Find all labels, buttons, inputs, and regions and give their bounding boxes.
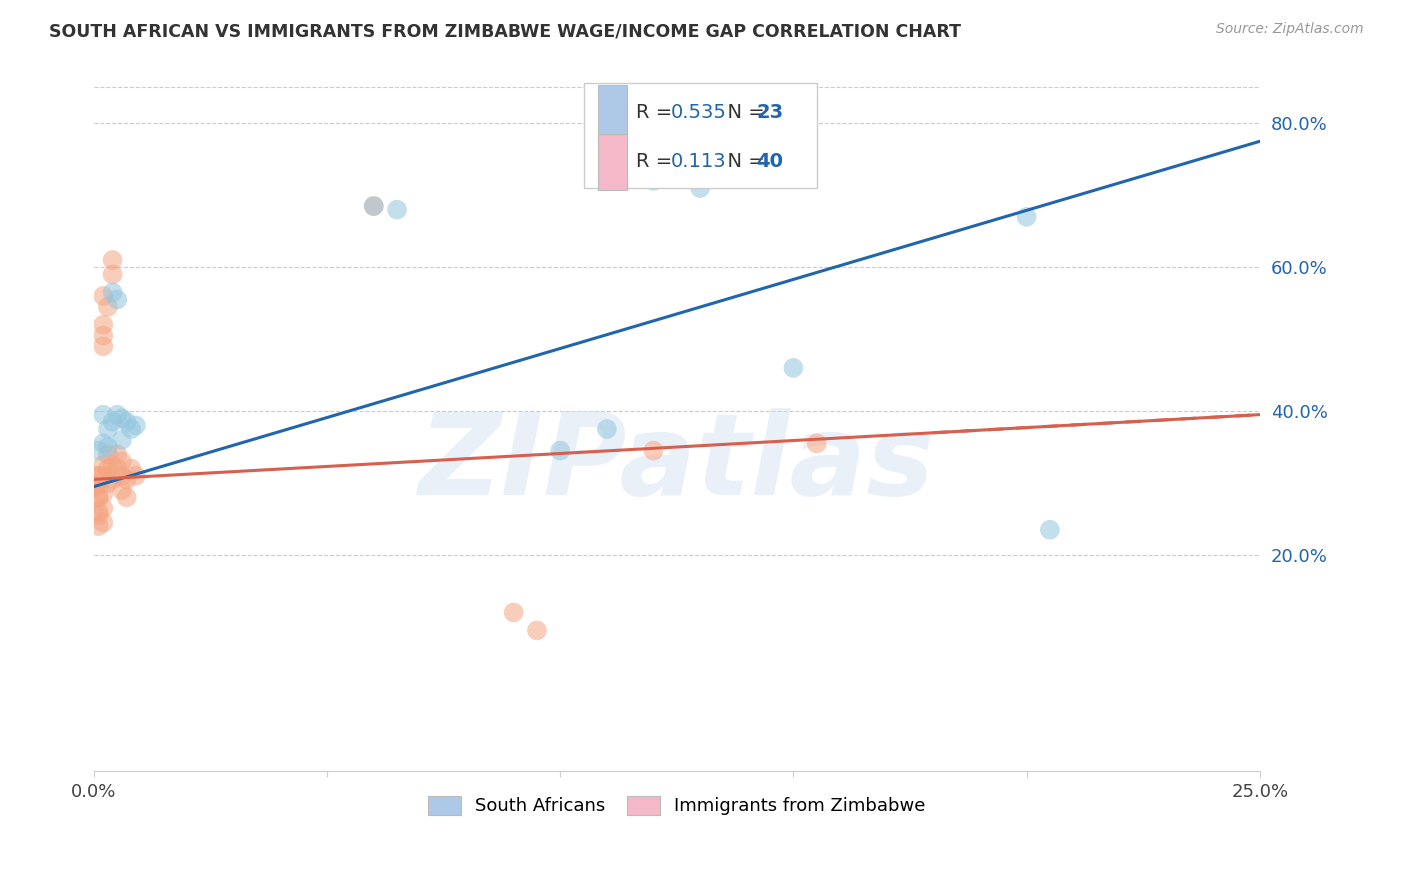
Point [101, 268, 124, 282]
Point [84, 479, 107, 493]
Point [87, 491, 110, 505]
Point [526, 624, 548, 638]
Point [125, 418, 148, 433]
Point [91, 468, 114, 483]
Point [643, 174, 665, 188]
Legend: South Africans, Immigrants from Zimbabwe: South Africans, Immigrants from Zimbabwe [419, 787, 935, 824]
Point [97, 440, 120, 454]
Point [97, 461, 120, 475]
FancyBboxPatch shape [598, 134, 627, 190]
Text: R =: R = [636, 103, 679, 122]
Point [91, 516, 114, 530]
Text: 0.113: 0.113 [671, 153, 727, 171]
Point [101, 415, 124, 429]
Point [1015, 210, 1038, 224]
Point [91, 458, 114, 472]
Text: 23: 23 [756, 103, 783, 122]
Point [87, 468, 110, 483]
Point [87, 491, 110, 505]
Point [101, 458, 124, 472]
Point [87, 479, 110, 493]
Point [91, 436, 114, 450]
Text: 0.535: 0.535 [671, 103, 727, 122]
Point [84, 468, 107, 483]
Point [97, 422, 120, 436]
Point [548, 443, 571, 458]
Text: Source: ZipAtlas.com: Source: ZipAtlas.com [1216, 22, 1364, 37]
Point [782, 360, 804, 375]
Point [115, 472, 138, 486]
Point [87, 508, 110, 523]
Point [105, 447, 128, 461]
Point [105, 408, 128, 422]
Point [101, 285, 124, 300]
Point [87, 505, 110, 519]
Text: SOUTH AFRICAN VS IMMIGRANTS FROM ZIMBABWE WAGE/INCOME GAP CORRELATION CHART: SOUTH AFRICAN VS IMMIGRANTS FROM ZIMBABW… [49, 22, 962, 40]
Point [101, 472, 124, 486]
Text: 40: 40 [756, 153, 783, 171]
Point [111, 468, 134, 483]
Point [502, 606, 524, 620]
Point [363, 199, 385, 213]
Point [689, 181, 711, 195]
FancyBboxPatch shape [598, 85, 627, 141]
Point [87, 519, 110, 533]
Point [596, 422, 619, 436]
Point [97, 475, 120, 490]
Point [806, 436, 828, 450]
Text: N =: N = [716, 103, 772, 122]
Point [91, 289, 114, 303]
Text: ZIPatlas: ZIPatlas [419, 409, 935, 519]
Point [111, 433, 134, 447]
Point [101, 252, 124, 267]
Point [97, 447, 120, 461]
Point [115, 491, 138, 505]
Point [1039, 523, 1062, 537]
Text: N =: N = [716, 153, 772, 171]
Point [643, 443, 665, 458]
Point [91, 339, 114, 353]
Point [105, 461, 128, 475]
Point [91, 408, 114, 422]
Point [91, 328, 114, 343]
Point [111, 411, 134, 425]
Point [91, 501, 114, 516]
Point [105, 293, 128, 307]
Point [87, 443, 110, 458]
Point [97, 300, 120, 314]
FancyBboxPatch shape [583, 84, 817, 188]
Text: R =: R = [636, 153, 685, 171]
Point [120, 461, 142, 475]
Point [111, 454, 134, 468]
Point [111, 483, 134, 498]
Point [385, 202, 408, 217]
Point [120, 422, 142, 436]
Point [115, 415, 138, 429]
Point [91, 487, 114, 501]
Point [91, 318, 114, 332]
Point [125, 468, 148, 483]
Point [363, 199, 385, 213]
